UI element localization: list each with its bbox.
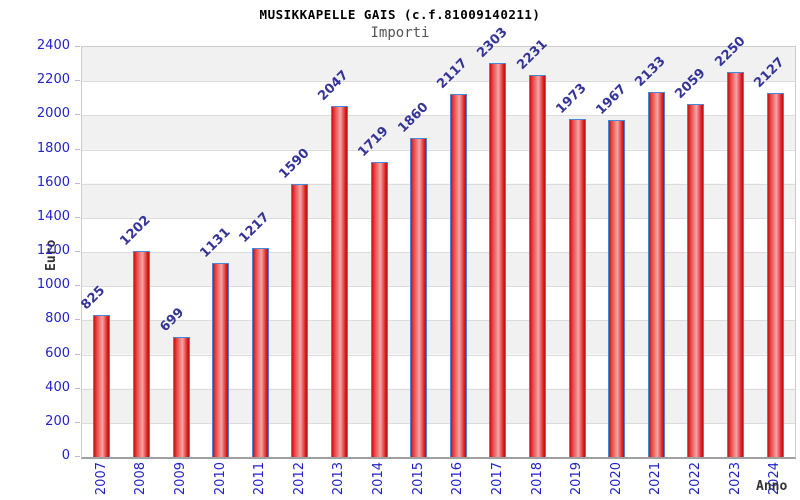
bar-value-label: 2059 [672,66,709,103]
gridline [82,286,795,288]
bar [687,104,705,457]
bar-value-label: 2117 [434,56,471,93]
bar [93,315,111,457]
x-tick-label: 2023 [727,462,743,496]
bar-value-label: 2127 [751,54,788,91]
x-tick-label: 2012 [291,462,307,496]
y-tick-mark [75,319,80,321]
gridline [82,320,795,322]
x-tick-label: 2022 [687,462,703,496]
bar-value-label: 1860 [395,100,432,137]
bar [489,62,507,457]
y-tick-mark [75,456,80,457]
y-tick-label: 1400 [36,208,70,224]
bar [608,119,626,457]
bar-value-label: 1217 [236,209,273,247]
bar [330,106,348,457]
bar [727,71,745,457]
gridline [82,388,795,390]
bar [410,138,428,457]
x-tick-label: 2021 [648,462,664,496]
gridline [82,149,795,151]
bar [568,118,586,457]
bar [370,162,388,457]
x-tick-label: 2019 [569,462,585,496]
x-tick-label: 2017 [489,462,505,496]
y-tick-mark [75,182,80,184]
chart-subtitle: Importi [370,25,430,41]
gridline [82,183,795,185]
y-tick-mark [75,216,80,218]
bar [212,262,230,457]
x-axis-title: Anno [756,479,788,494]
bar-value-label: 1590 [276,146,313,183]
gridline [82,252,795,253]
y-tick-label: 0 [61,448,70,463]
y-tick-mark [75,251,80,252]
y-tick-mark [75,80,80,82]
x-tick-label: 2010 [212,462,228,496]
y-tick-label: 2400 [36,38,70,53]
bar-value-label: 1973 [553,80,590,117]
y-tick-label: 1800 [36,140,70,156]
bar-value-label: 699 [157,304,188,335]
y-tick-label: 800 [45,311,70,327]
bar-value-label: 825 [78,283,108,314]
bar [647,91,665,457]
y-tick-mark [75,46,80,47]
y-tick-mark [75,114,80,116]
bar-value-label: 2047 [315,68,353,105]
x-tick-label: 2018 [529,462,545,496]
x-tick-label: 2020 [608,462,624,496]
y-tick-label: 1000 [36,277,70,293]
bar-value-label: 1131 [197,224,234,261]
x-tick-label: 2015 [410,462,426,496]
x-tick-label: 2008 [133,462,149,496]
y-tick-mark [75,353,80,355]
bar [251,248,269,457]
x-tick-label: 2007 [93,462,109,496]
gridline [82,115,795,117]
chart-title: MUSIKKAPELLE GAIS (c.f.81009140211) [259,7,541,22]
bar [132,250,150,457]
bar [529,74,547,457]
bar-value-label: 2133 [632,53,669,90]
bar-value-label: 2231 [513,36,551,73]
y-tick-label: 400 [45,379,70,395]
y-tick-mark [75,148,80,150]
y-tick-label: 2200 [36,72,70,88]
x-tick-label: 2009 [173,462,189,496]
y-tick-label: 200 [45,413,70,429]
y-tick-label: 600 [45,345,70,361]
bar-value-label: 1967 [593,81,630,118]
bar [449,94,467,457]
x-tick-label: 2013 [331,462,347,496]
gridline [82,354,795,356]
y-tick-mark [75,285,80,287]
x-tick-label: 2016 [450,462,466,496]
bar-value-label: 1719 [355,124,392,161]
bar [172,336,190,457]
x-tick-label: 2011 [252,462,268,496]
plot-area: 825 1202 699 1131 1217 1590 2047 1719 1860 2117 23… [78,24,796,459]
y-tick-mark [75,387,80,389]
gridline [82,422,795,424]
bar [766,92,784,457]
gridline [82,81,795,83]
y-tick-mark [75,421,80,423]
y-tick-label: 1200 [36,243,70,258]
y-tick-label: 1600 [36,174,70,190]
gridline [82,217,795,219]
x-tick-label: 2014 [371,462,387,496]
bar [291,184,309,457]
y-tick-label: 2000 [36,106,70,122]
